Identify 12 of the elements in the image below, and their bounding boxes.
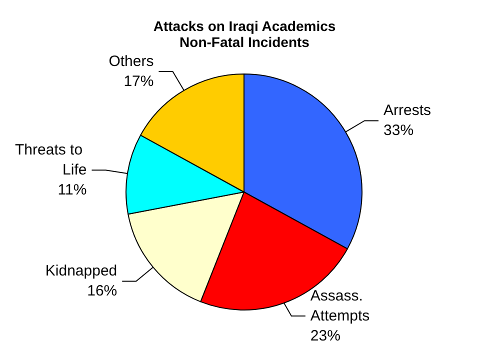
slice-label: Arrests bbox=[384, 102, 432, 120]
data-label: 16% bbox=[87, 282, 118, 300]
slice-label: Kidnapped bbox=[45, 262, 118, 280]
data-label: 33% bbox=[384, 122, 414, 140]
data-label: 11% bbox=[58, 182, 87, 199]
slice-label: Others bbox=[108, 52, 154, 70]
slice-label: Threats to Life bbox=[15, 142, 87, 179]
slice-label: Assass. Attempts bbox=[310, 288, 370, 324]
chart-title: Attacks on Iraqi Academics bbox=[153, 18, 336, 34]
data-label: 23% bbox=[310, 328, 340, 344]
data-label: 17% bbox=[124, 72, 154, 90]
chart-subtitle: Non-Fatal Incidents bbox=[180, 34, 310, 50]
